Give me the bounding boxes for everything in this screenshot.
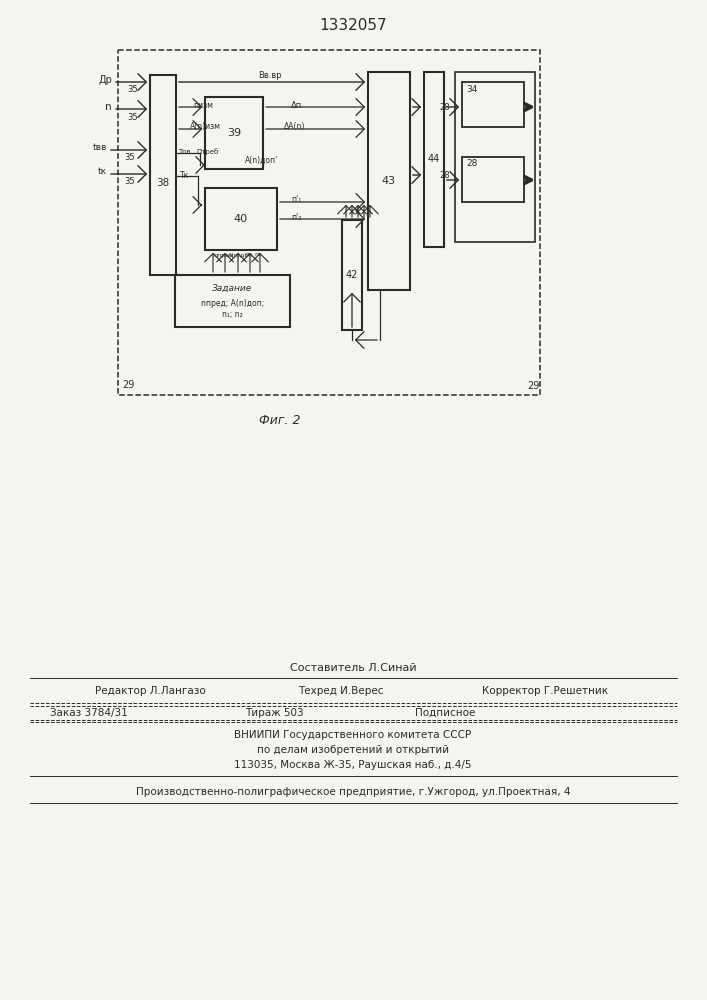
Text: п₂: п₂ — [255, 252, 262, 257]
Text: Фиг. 2: Фиг. 2 — [259, 414, 300, 426]
Text: Δп: Δп — [291, 101, 303, 109]
Text: 28: 28 — [440, 170, 450, 180]
Text: A(n)доп': A(n)доп' — [245, 155, 279, 164]
Text: Редактор Л.Лангазо: Редактор Л.Лангазо — [95, 686, 206, 696]
Text: 29: 29 — [122, 380, 134, 390]
Text: Корректор Г.Решетник: Корректор Г.Решетник — [482, 686, 608, 696]
Bar — [342, 220, 362, 330]
Bar — [462, 82, 524, 127]
Bar — [455, 72, 535, 242]
Text: Тов: Тов — [178, 149, 191, 155]
Text: 35: 35 — [124, 153, 135, 162]
Text: 34: 34 — [466, 85, 477, 94]
Text: 28: 28 — [466, 159, 477, 168]
Text: п₁: п₁ — [245, 252, 251, 257]
Text: Вв.вр: Вв.вр — [258, 72, 282, 81]
Text: ппред: ппред — [213, 252, 233, 257]
Text: n: n — [105, 102, 112, 112]
Bar — [462, 157, 524, 202]
Text: Подписное: Подписное — [415, 708, 475, 718]
Text: Заказ 3784/31: Заказ 3784/31 — [50, 708, 128, 718]
Text: n₁; n₂: n₁; n₂ — [222, 310, 243, 320]
Text: Техред И.Верес: Техред И.Верес — [298, 686, 383, 696]
Text: Дp: Дp — [98, 75, 112, 85]
Text: по делам изобретений и открытий: по делам изобретений и открытий — [257, 745, 449, 755]
Text: 44: 44 — [428, 154, 440, 164]
Text: 38: 38 — [156, 178, 170, 188]
Text: A(n)изм: A(n)изм — [190, 122, 221, 131]
Text: 28: 28 — [440, 103, 450, 111]
Text: Тк: Тк — [180, 172, 189, 180]
Text: 1332057: 1332057 — [319, 17, 387, 32]
Bar — [368, 72, 410, 290]
Text: tк: tк — [98, 167, 107, 176]
Text: Составитель Л.Синай: Составитель Л.Синай — [290, 663, 416, 673]
Text: п'₁: п'₁ — [291, 196, 301, 205]
Text: Задание: Задание — [212, 284, 252, 292]
Bar — [118, 50, 540, 395]
Bar — [424, 72, 444, 247]
Text: 43: 43 — [382, 176, 396, 186]
Text: 42: 42 — [346, 270, 358, 280]
Text: 35: 35 — [128, 86, 139, 95]
Bar — [150, 75, 176, 275]
Text: п'₂: п'₂ — [291, 213, 301, 222]
Text: A(n)доп: A(n)доп — [228, 252, 253, 257]
Text: 29: 29 — [527, 381, 539, 391]
Text: Производственно-полиграфическое предприятие, г.Ужгород, ул.Проектная, 4: Производственно-полиграфическое предприя… — [136, 787, 571, 797]
Bar — [205, 188, 277, 250]
Text: ΔA(n): ΔA(n) — [284, 122, 305, 131]
Text: 35: 35 — [124, 178, 135, 186]
Text: 39: 39 — [227, 128, 241, 138]
Text: пизм: пизм — [193, 101, 213, 109]
Text: tвв: tвв — [93, 143, 107, 152]
Text: nпред; A(n)доп;: nпред; A(n)доп; — [201, 298, 264, 308]
Text: 113035, Москва Ж-35, Раушская наб., д.4/5: 113035, Москва Ж-35, Раушская наб., д.4/… — [234, 760, 472, 770]
Text: Птреб: Птреб — [196, 149, 218, 155]
Text: Тираж 503: Тираж 503 — [245, 708, 303, 718]
Text: 35: 35 — [128, 112, 139, 121]
Text: 40: 40 — [234, 214, 248, 224]
Bar — [175, 275, 290, 327]
Text: ВНИИПИ Государственного комитета СССР: ВНИИПИ Государственного комитета СССР — [235, 730, 472, 740]
Bar — [205, 97, 263, 169]
